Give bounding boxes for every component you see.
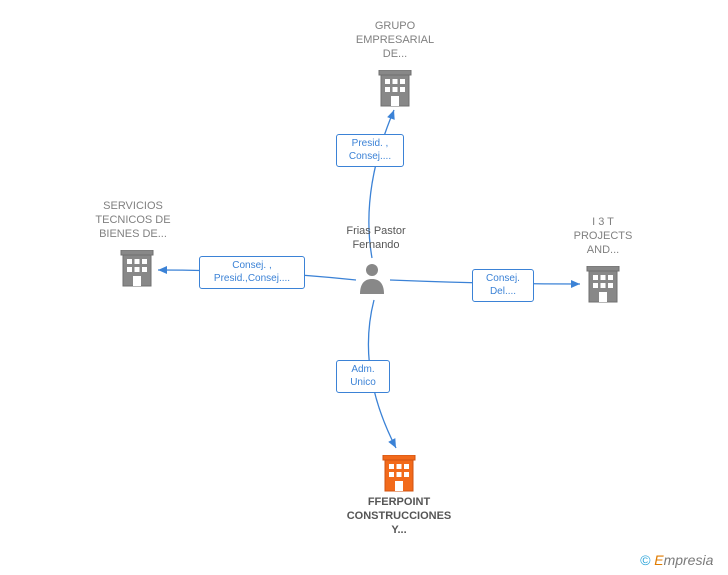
building-icon [382, 455, 416, 498]
edge-label-to-right: Consej. Del.... [472, 269, 534, 302]
node-label-top: GRUPO EMPRESARIAL DE... [345, 20, 445, 61]
edge-label-to-bottom: Adm. Unico [336, 360, 390, 393]
edge-label-to-left: Consej. , Presid.,Consej.... [199, 256, 305, 289]
center-label: Frias Pastor Fernando [336, 225, 416, 253]
edge-arrow-to-bottom [388, 438, 399, 450]
building-icon [378, 70, 412, 113]
node-label-bottom: FFERPOINT CONSTRUCCIONES Y... [334, 496, 464, 537]
brand-rest: mpresia [664, 552, 714, 568]
person-icon [358, 262, 386, 294]
node-label-right: I 3 T PROJECTS AND... [558, 216, 648, 257]
brand-first-letter: E [654, 552, 663, 568]
watermark: © Empresia [640, 552, 713, 568]
building-icon [586, 266, 620, 309]
edge-arrow-to-right [571, 280, 580, 288]
edge-arrow-to-left [158, 266, 167, 274]
node-label-left: SERVICIOS TECNICOS DE BIENES DE... [78, 200, 188, 241]
building-icon [120, 250, 154, 293]
copyright-symbol: © [640, 552, 650, 568]
edge-label-to-top: Presid. , Consej.... [336, 134, 404, 167]
